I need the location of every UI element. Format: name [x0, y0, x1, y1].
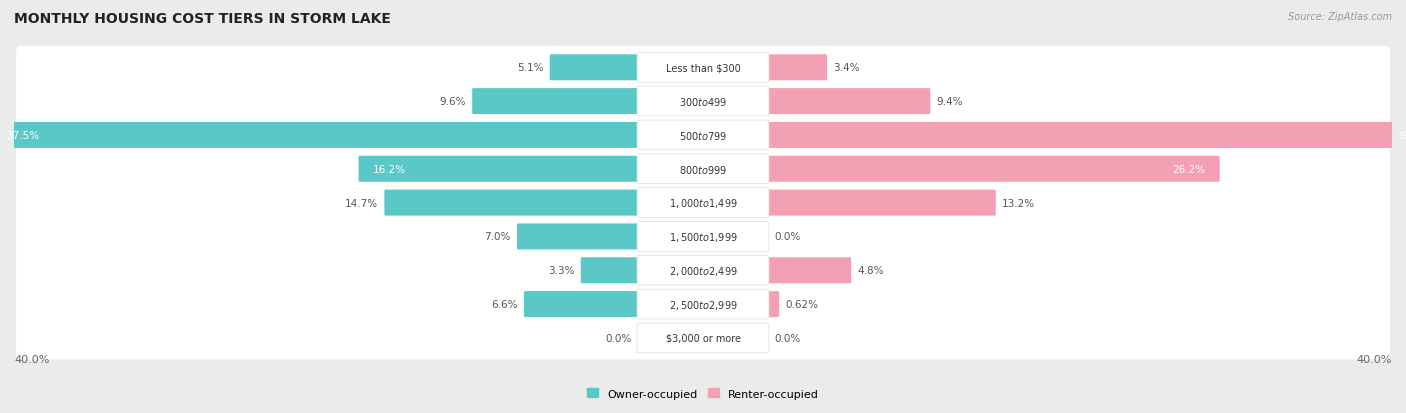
FancyBboxPatch shape — [15, 216, 1391, 258]
Text: 0.0%: 0.0% — [605, 333, 631, 343]
Text: 16.2%: 16.2% — [373, 164, 406, 174]
FancyBboxPatch shape — [637, 53, 769, 83]
FancyBboxPatch shape — [15, 47, 1391, 90]
FancyBboxPatch shape — [637, 323, 769, 353]
FancyBboxPatch shape — [15, 81, 1391, 123]
Text: 40.0%: 40.0% — [1357, 354, 1392, 364]
Text: MONTHLY HOUSING COST TIERS IN STORM LAKE: MONTHLY HOUSING COST TIERS IN STORM LAKE — [14, 12, 391, 26]
FancyBboxPatch shape — [637, 222, 769, 252]
Legend: Owner-occupied, Renter-occupied: Owner-occupied, Renter-occupied — [586, 388, 820, 399]
Text: Less than $300: Less than $300 — [665, 63, 741, 73]
Text: 5.1%: 5.1% — [517, 63, 544, 73]
FancyBboxPatch shape — [637, 290, 769, 319]
Text: 3.4%: 3.4% — [832, 63, 859, 73]
FancyBboxPatch shape — [15, 317, 1391, 360]
Text: 3.3%: 3.3% — [548, 266, 575, 275]
Text: $300 to $499: $300 to $499 — [679, 96, 727, 108]
Text: 26.2%: 26.2% — [1173, 164, 1205, 174]
FancyBboxPatch shape — [637, 256, 769, 285]
Text: $1,000 to $1,499: $1,000 to $1,499 — [669, 197, 737, 210]
FancyBboxPatch shape — [0, 123, 640, 149]
FancyBboxPatch shape — [637, 121, 769, 150]
Text: 0.62%: 0.62% — [785, 299, 818, 309]
FancyBboxPatch shape — [15, 182, 1391, 225]
FancyBboxPatch shape — [766, 190, 995, 216]
Text: $1,500 to $1,999: $1,500 to $1,999 — [669, 230, 737, 243]
Text: $800 to $999: $800 to $999 — [679, 164, 727, 176]
Text: $500 to $799: $500 to $799 — [679, 130, 727, 142]
FancyBboxPatch shape — [359, 157, 640, 183]
FancyBboxPatch shape — [15, 114, 1391, 157]
Text: 14.7%: 14.7% — [346, 198, 378, 208]
Text: $2,500 to $2,999: $2,500 to $2,999 — [669, 298, 737, 311]
Text: 37.5%: 37.5% — [6, 131, 39, 140]
Text: 39.2%: 39.2% — [1396, 131, 1406, 140]
FancyBboxPatch shape — [550, 55, 640, 81]
FancyBboxPatch shape — [766, 157, 1219, 183]
FancyBboxPatch shape — [637, 87, 769, 116]
Text: 9.6%: 9.6% — [440, 97, 467, 107]
FancyBboxPatch shape — [637, 188, 769, 218]
Text: 0.0%: 0.0% — [775, 232, 801, 242]
Text: 6.6%: 6.6% — [491, 299, 517, 309]
Text: $2,000 to $2,499: $2,000 to $2,499 — [669, 264, 737, 277]
FancyBboxPatch shape — [15, 148, 1391, 191]
Text: $3,000 or more: $3,000 or more — [665, 333, 741, 343]
FancyBboxPatch shape — [766, 292, 779, 317]
FancyBboxPatch shape — [472, 89, 640, 115]
Text: 9.4%: 9.4% — [936, 97, 963, 107]
FancyBboxPatch shape — [524, 292, 640, 317]
FancyBboxPatch shape — [766, 89, 931, 115]
FancyBboxPatch shape — [517, 224, 640, 250]
Text: 0.0%: 0.0% — [775, 333, 801, 343]
FancyBboxPatch shape — [384, 190, 640, 216]
Text: 13.2%: 13.2% — [1002, 198, 1035, 208]
FancyBboxPatch shape — [766, 55, 827, 81]
Text: 4.8%: 4.8% — [858, 266, 883, 275]
Text: 7.0%: 7.0% — [485, 232, 510, 242]
FancyBboxPatch shape — [766, 123, 1406, 149]
FancyBboxPatch shape — [766, 258, 851, 284]
Text: 40.0%: 40.0% — [14, 354, 49, 364]
FancyBboxPatch shape — [581, 258, 640, 284]
Text: Source: ZipAtlas.com: Source: ZipAtlas.com — [1288, 12, 1392, 22]
FancyBboxPatch shape — [15, 249, 1391, 292]
FancyBboxPatch shape — [637, 154, 769, 184]
FancyBboxPatch shape — [15, 283, 1391, 326]
